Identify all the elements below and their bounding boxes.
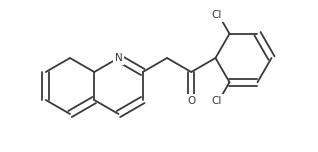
Text: N: N xyxy=(114,53,122,63)
Text: Cl: Cl xyxy=(212,10,222,20)
Text: Cl: Cl xyxy=(212,96,222,106)
Text: O: O xyxy=(187,96,195,106)
